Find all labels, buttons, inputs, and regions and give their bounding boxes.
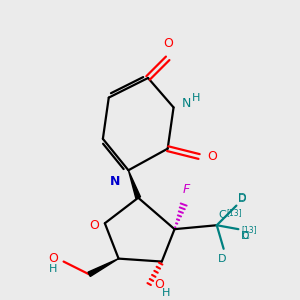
Text: N: N <box>182 97 191 110</box>
Text: D: D <box>218 254 226 264</box>
Text: C: C <box>219 210 226 220</box>
Text: O: O <box>164 38 174 50</box>
Text: H: H <box>162 288 170 298</box>
Text: [13]: [13] <box>226 208 242 217</box>
Text: F: F <box>183 183 190 196</box>
Text: [13]: [13] <box>241 225 257 234</box>
Text: H: H <box>49 264 58 274</box>
Text: D: D <box>238 194 247 204</box>
Text: O: O <box>48 252 58 265</box>
Text: D: D <box>238 193 247 203</box>
Text: O: O <box>207 150 217 163</box>
Polygon shape <box>88 259 118 277</box>
Text: O: O <box>154 278 164 291</box>
Text: N: N <box>110 175 121 188</box>
Text: D: D <box>241 231 250 241</box>
Polygon shape <box>128 170 140 199</box>
Text: O: O <box>89 219 99 232</box>
Text: C: C <box>241 231 249 241</box>
Text: H: H <box>192 93 201 103</box>
